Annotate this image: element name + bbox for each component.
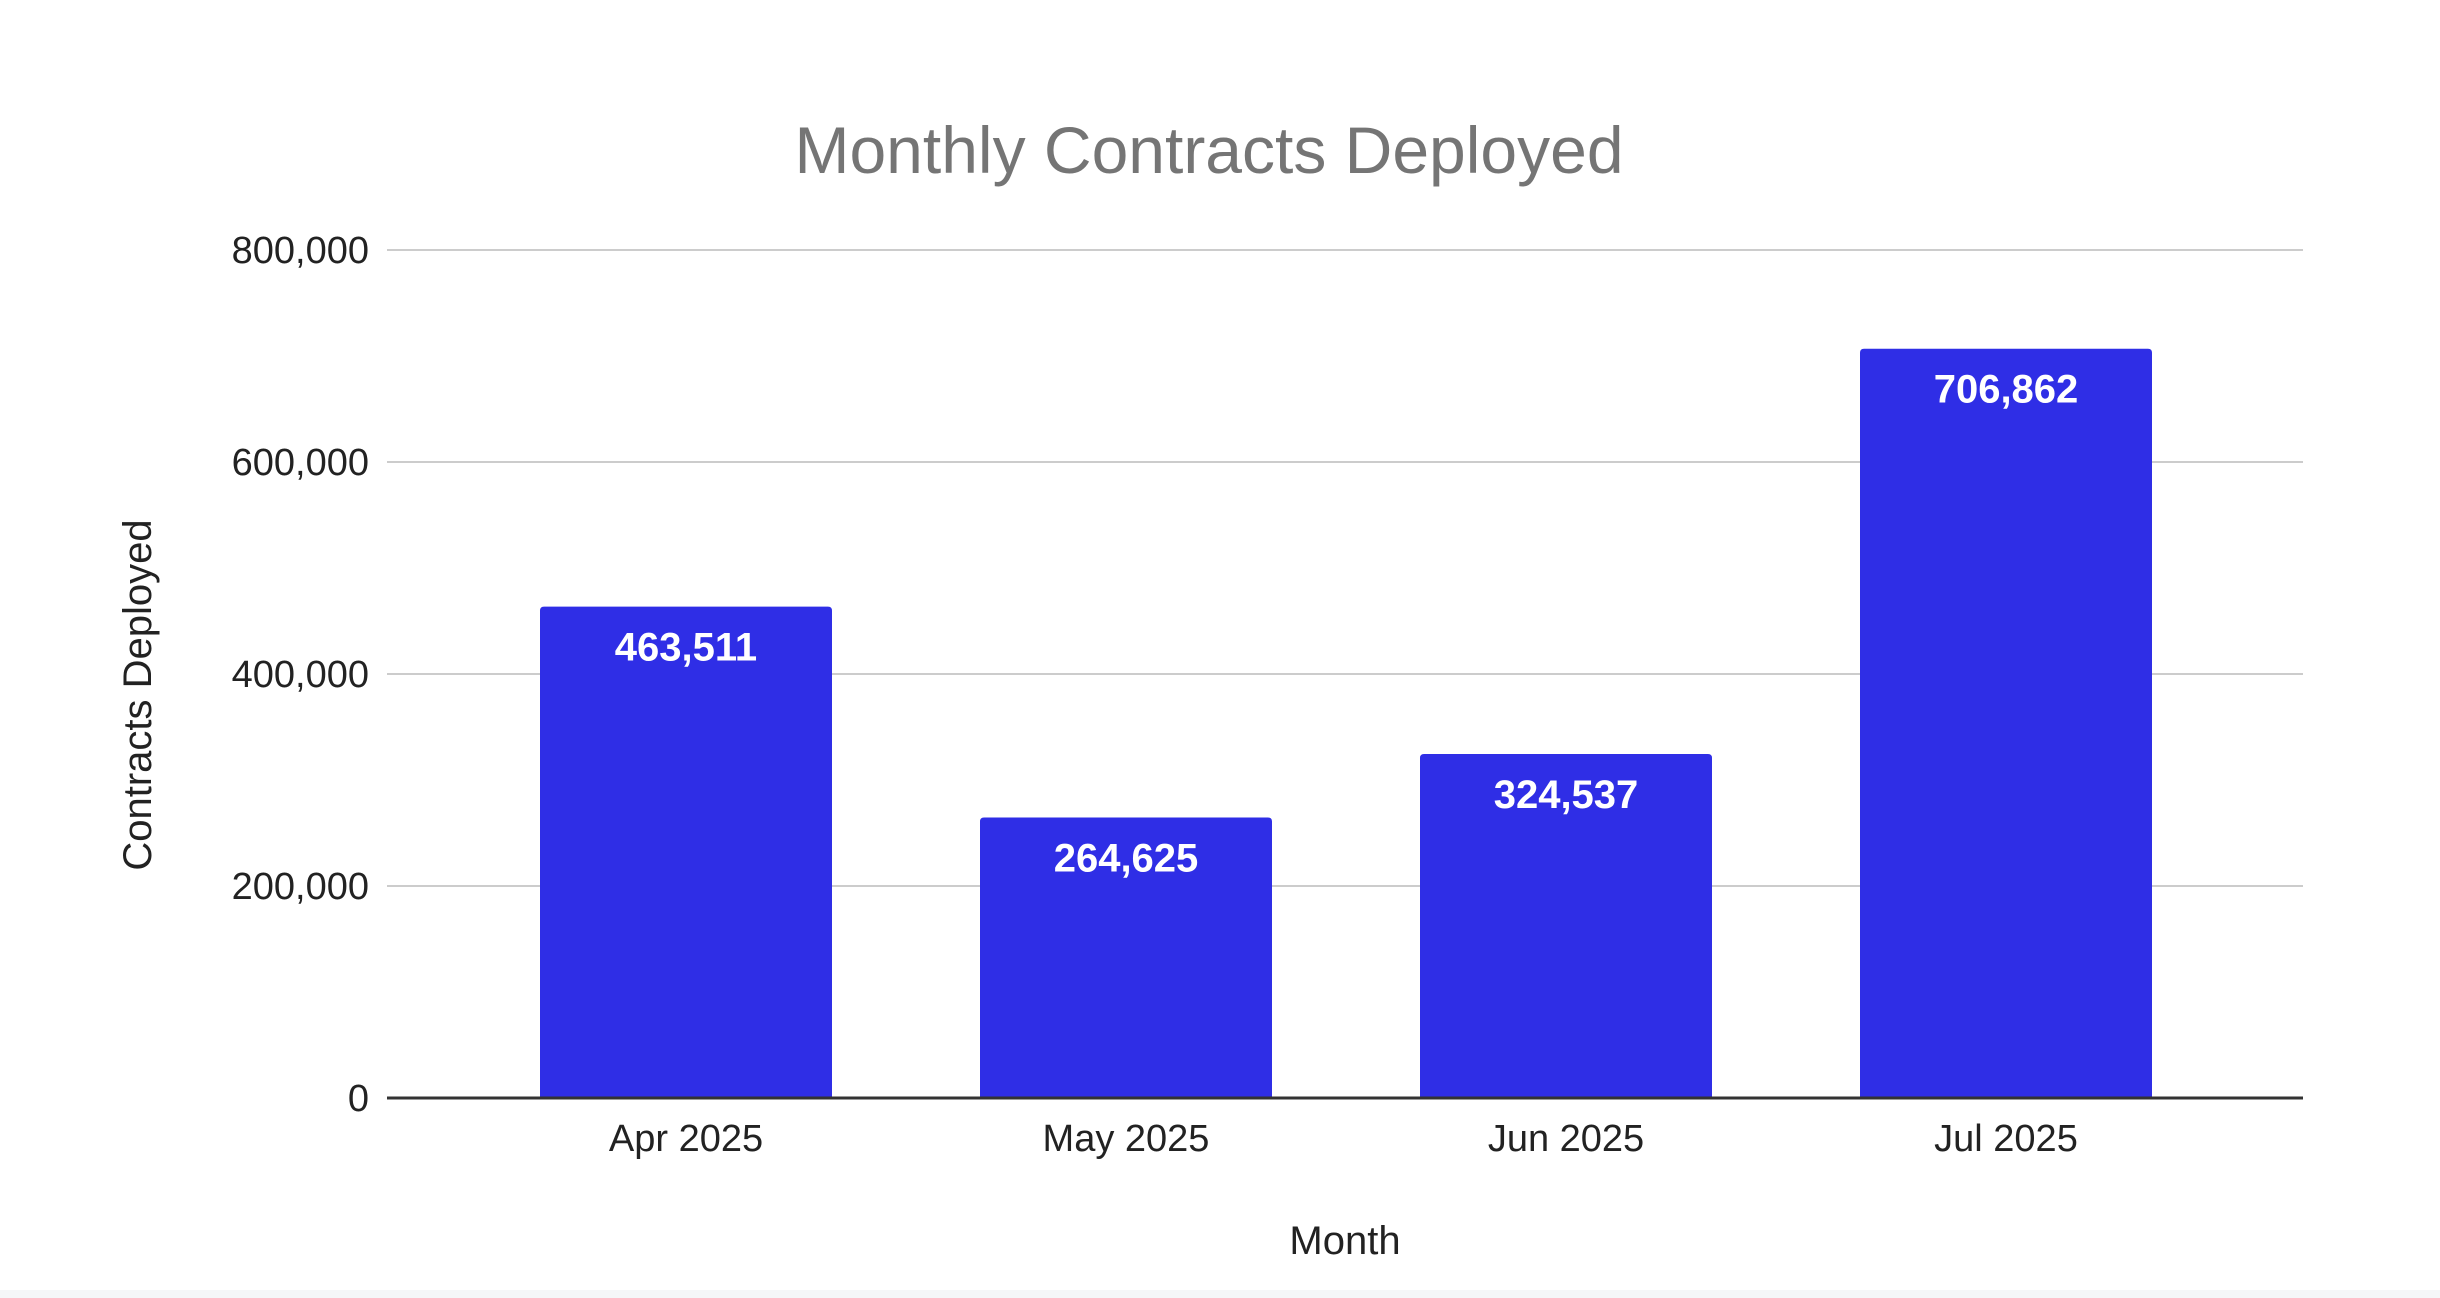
bar	[540, 606, 832, 1098]
x-tick-label: Jul 2025	[1934, 1118, 2078, 1160]
bar	[1860, 348, 2152, 1098]
bar-data-label: 706,862	[1934, 368, 2079, 412]
y-axis-title: Contracts Deployed	[116, 519, 160, 870]
y-tick-label: 400,000	[232, 654, 369, 696]
chart-title: Monthly Contracts Deployed	[794, 113, 1623, 187]
y-axis-ticks: 0 200,000 400,000 600,000 800,000	[232, 230, 369, 1120]
x-axis-title: Month	[1289, 1219, 1400, 1263]
bar	[980, 817, 1272, 1098]
data-labels: 463,511 264,625 324,537 706,862	[615, 368, 2078, 881]
bar-data-label: 463,511	[615, 626, 757, 670]
footer-strip	[0, 1290, 2440, 1298]
y-tick-label: 600,000	[232, 442, 369, 484]
y-tick-label: 0	[348, 1078, 369, 1120]
bar	[1420, 753, 1712, 1098]
y-tick-label: 800,000	[232, 230, 369, 272]
bar-data-label: 324,537	[1494, 773, 1639, 817]
x-tick-label: Jun 2025	[1488, 1118, 1644, 1160]
y-tick-label: 200,000	[232, 866, 369, 908]
bars	[540, 348, 2152, 1098]
bar-data-label: 264,625	[1054, 836, 1199, 880]
x-tick-label: Apr 2025	[609, 1118, 763, 1160]
x-tick-label: May 2025	[1043, 1118, 1210, 1160]
x-axis-ticks: Apr 2025 May 2025 Jun 2025 Jul 2025	[609, 1118, 2078, 1160]
